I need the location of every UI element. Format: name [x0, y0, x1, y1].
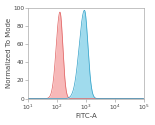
Y-axis label: Normalized To Mode: Normalized To Mode [6, 18, 12, 88]
X-axis label: FITC-A: FITC-A [75, 114, 97, 119]
